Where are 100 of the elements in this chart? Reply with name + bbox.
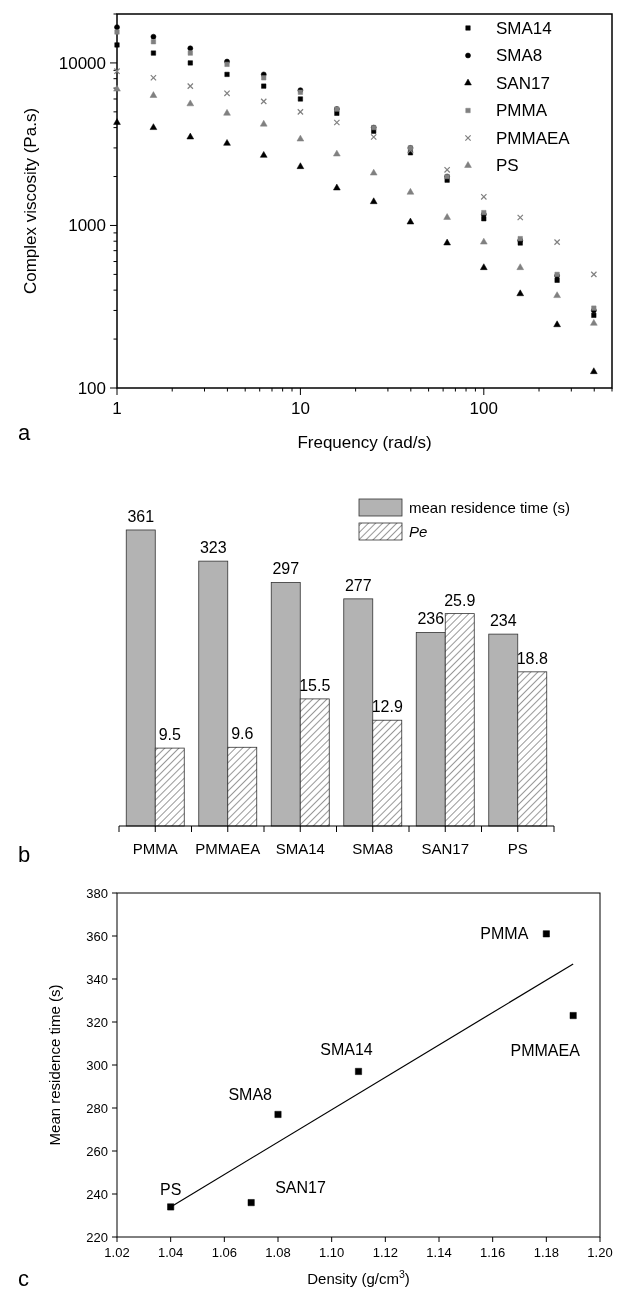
point (149, 123, 158, 130)
point (114, 24, 120, 30)
y-tick-label: 380 (86, 885, 108, 901)
point (260, 98, 267, 105)
point (187, 82, 194, 90)
legend-label: SMA8 (496, 46, 543, 66)
point (187, 60, 193, 66)
x-tick-label: 1.10 (319, 1245, 345, 1260)
point (481, 216, 487, 222)
data-label: 18.8 (516, 649, 548, 667)
y-tick-label: 1000 (68, 216, 106, 236)
x-tick-label: 1.14 (426, 1245, 452, 1260)
point (554, 277, 560, 283)
data-label: 277 (344, 576, 372, 594)
y-tick-label: 10000 (58, 53, 106, 73)
x-tick-label: 1.12 (372, 1245, 398, 1260)
x-axis-title: Frequency (rad/s) (297, 433, 432, 452)
point (186, 132, 194, 140)
y-tick-label: 320 (86, 1014, 108, 1030)
x-tick-label: 100 (469, 399, 498, 418)
point (542, 930, 550, 938)
point (406, 188, 415, 195)
data-label: 9.5 (158, 726, 181, 744)
point (333, 183, 341, 191)
point (590, 367, 598, 374)
point (516, 289, 524, 296)
point (187, 50, 193, 56)
x-tick-label: 1.16 (480, 1245, 506, 1260)
text: a (18, 420, 31, 445)
point (480, 263, 488, 270)
legend-label: SAN17 (496, 73, 550, 93)
x-tick-label: 1 (112, 399, 122, 418)
point (224, 71, 230, 77)
point (223, 109, 231, 116)
x-tick-label: SMA8 (352, 840, 394, 857)
point (260, 119, 268, 127)
x-tick-label: 1.06 (211, 1245, 237, 1260)
point (591, 312, 597, 318)
point (297, 96, 303, 102)
legend-label: PMMA (496, 101, 548, 121)
annotation: SMA14 (320, 1041, 373, 1059)
point (590, 271, 598, 278)
annotation: PMMA (480, 924, 529, 942)
point (516, 214, 524, 221)
data-label: 234 (489, 612, 517, 630)
point (333, 149, 341, 157)
legend-label: SMA14 (496, 18, 552, 38)
point (150, 50, 156, 56)
legend-label: PMMAEA (496, 128, 571, 148)
legend-label: Pe (409, 523, 428, 541)
point (149, 91, 158, 98)
y-tick-label: 100 (77, 378, 106, 398)
annotation: PS (159, 1180, 182, 1198)
point (370, 168, 378, 176)
point (167, 1203, 175, 1211)
y-tick-label: 300 (86, 1057, 108, 1073)
point (370, 197, 378, 204)
x-tick-label: PS (507, 840, 528, 857)
point (569, 1012, 577, 1019)
point (297, 108, 304, 116)
annotation: SAN17 (275, 1178, 326, 1196)
point (150, 39, 156, 45)
data-label: 9.6 (231, 725, 254, 743)
legend-label: PS (496, 156, 519, 176)
point (261, 75, 267, 81)
data-label: 25.9 (444, 591, 476, 609)
y-tick-label: 260 (86, 1143, 108, 1159)
point (516, 263, 524, 270)
point (223, 90, 231, 97)
y-tick-label: 240 (86, 1186, 108, 1202)
point (355, 1068, 362, 1075)
point (114, 42, 120, 48)
x-tick-label: 1.20 (587, 1245, 613, 1260)
point (590, 319, 598, 326)
point (261, 83, 267, 89)
text: c (18, 1266, 29, 1290)
point (223, 139, 231, 146)
data-label: 297 (272, 560, 300, 578)
data-label: 236 (417, 610, 445, 628)
point (480, 237, 488, 245)
point (113, 67, 121, 75)
point (553, 320, 561, 327)
x-tick-label: SMA14 (275, 840, 325, 857)
x-tick-label: PMMAEA (195, 840, 261, 857)
bar (343, 598, 374, 827)
y-axis-title: Complex viscosity (Pa.s) (21, 107, 40, 295)
y-tick-label: 220 (86, 1229, 108, 1245)
data-label: 361 (127, 507, 155, 525)
point (114, 29, 120, 35)
point (150, 74, 157, 82)
point (113, 118, 121, 125)
point (443, 238, 451, 246)
y-tick-label: 340 (86, 971, 108, 987)
point (370, 133, 377, 141)
point (334, 110, 340, 116)
point (186, 99, 194, 107)
point (247, 1199, 255, 1207)
point (260, 151, 268, 158)
point (333, 119, 341, 126)
x-tick-label: 1.08 (265, 1245, 291, 1260)
